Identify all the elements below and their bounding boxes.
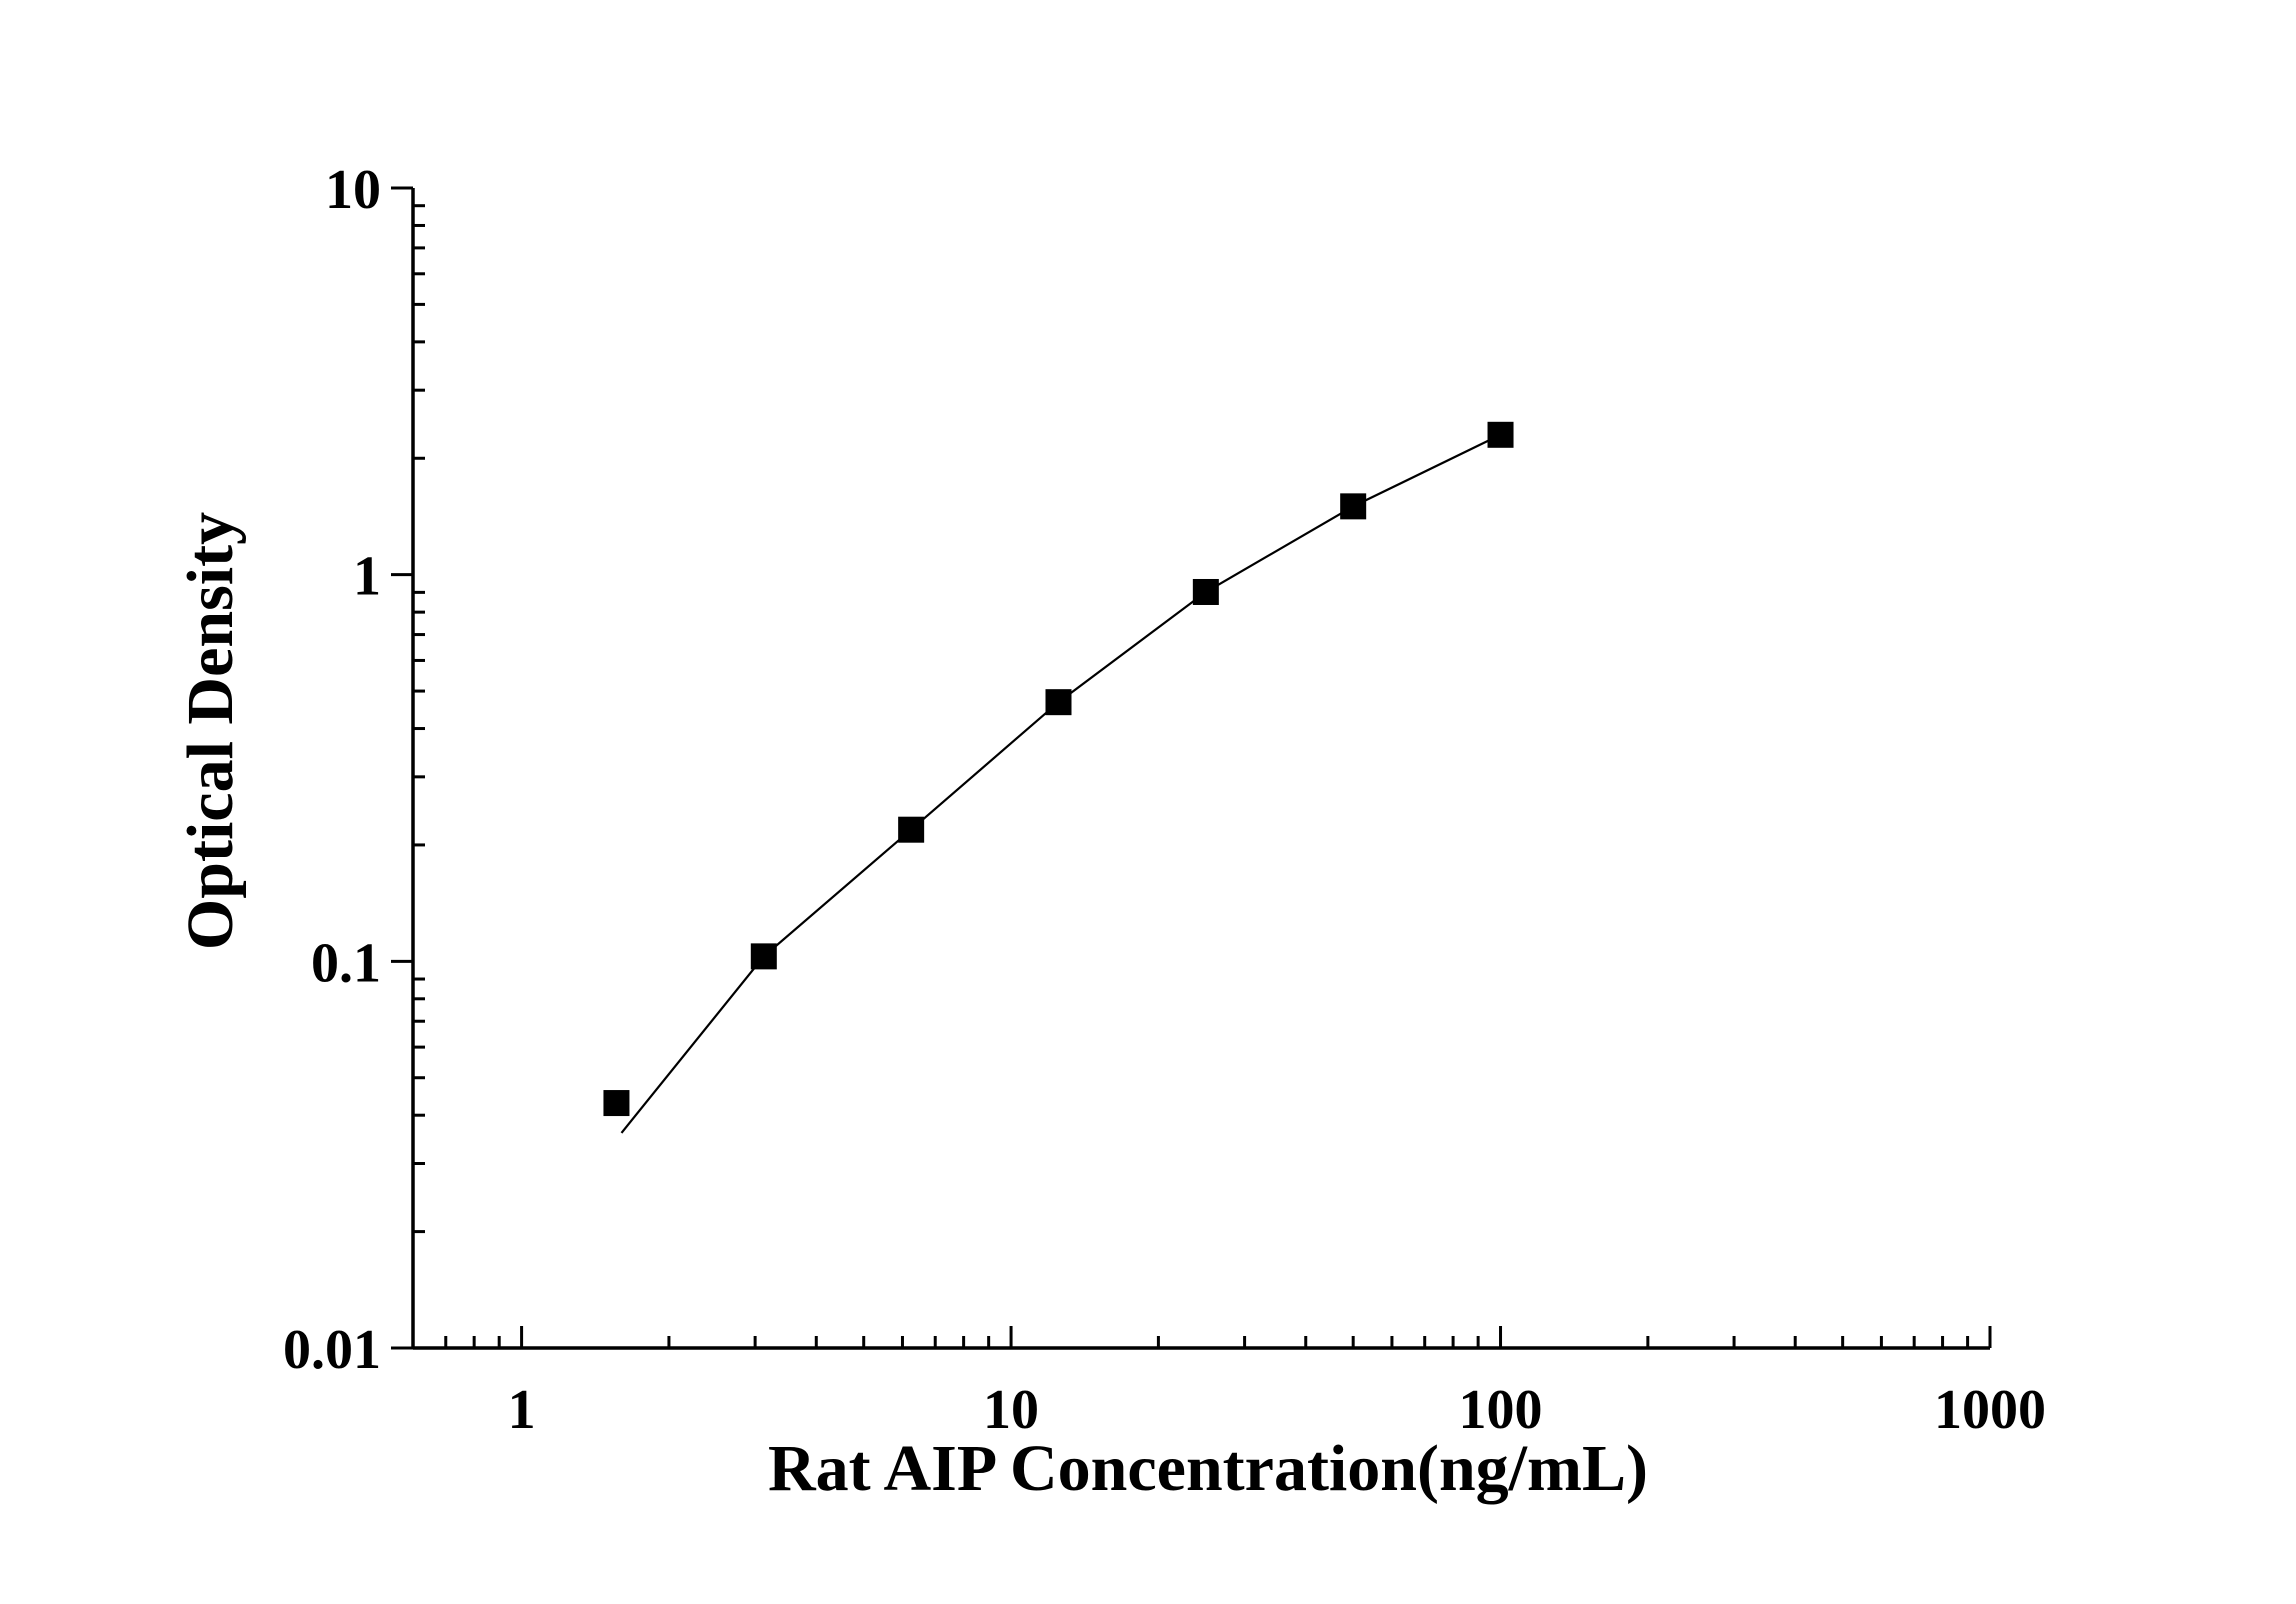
data-point-marker: [1192, 578, 1219, 605]
data-point-marker: [1045, 689, 1072, 716]
x-tick-label: 1000: [1934, 1379, 2046, 1441]
y-axis-title: Optical Density: [174, 512, 247, 950]
x-tick-label: 1: [508, 1379, 536, 1441]
fit-curve-layer: [620, 433, 1501, 1134]
data-point-marker: [1487, 421, 1514, 448]
data-markers: [603, 421, 1514, 1117]
data-point-marker: [603, 1090, 630, 1117]
y-tick-label: 0.01: [283, 1319, 381, 1381]
axes: 1 10 100 1000 0.01 0.1 1 10: [283, 159, 2046, 1441]
x-axis-title: Rat AIP Concentration(ng/mL): [768, 1432, 1648, 1505]
data-point-marker: [1340, 493, 1367, 520]
y-tick-label: 1: [353, 546, 381, 608]
y-tick-label: 10: [325, 159, 381, 221]
fit-curve: [620, 433, 1501, 1134]
x-tick-label: 10: [983, 1379, 1039, 1441]
data-point-marker: [898, 816, 925, 843]
data-point-marker: [750, 943, 777, 970]
y-tick-label: 0.1: [311, 932, 381, 994]
x-tick-label: 100: [1459, 1379, 1543, 1441]
